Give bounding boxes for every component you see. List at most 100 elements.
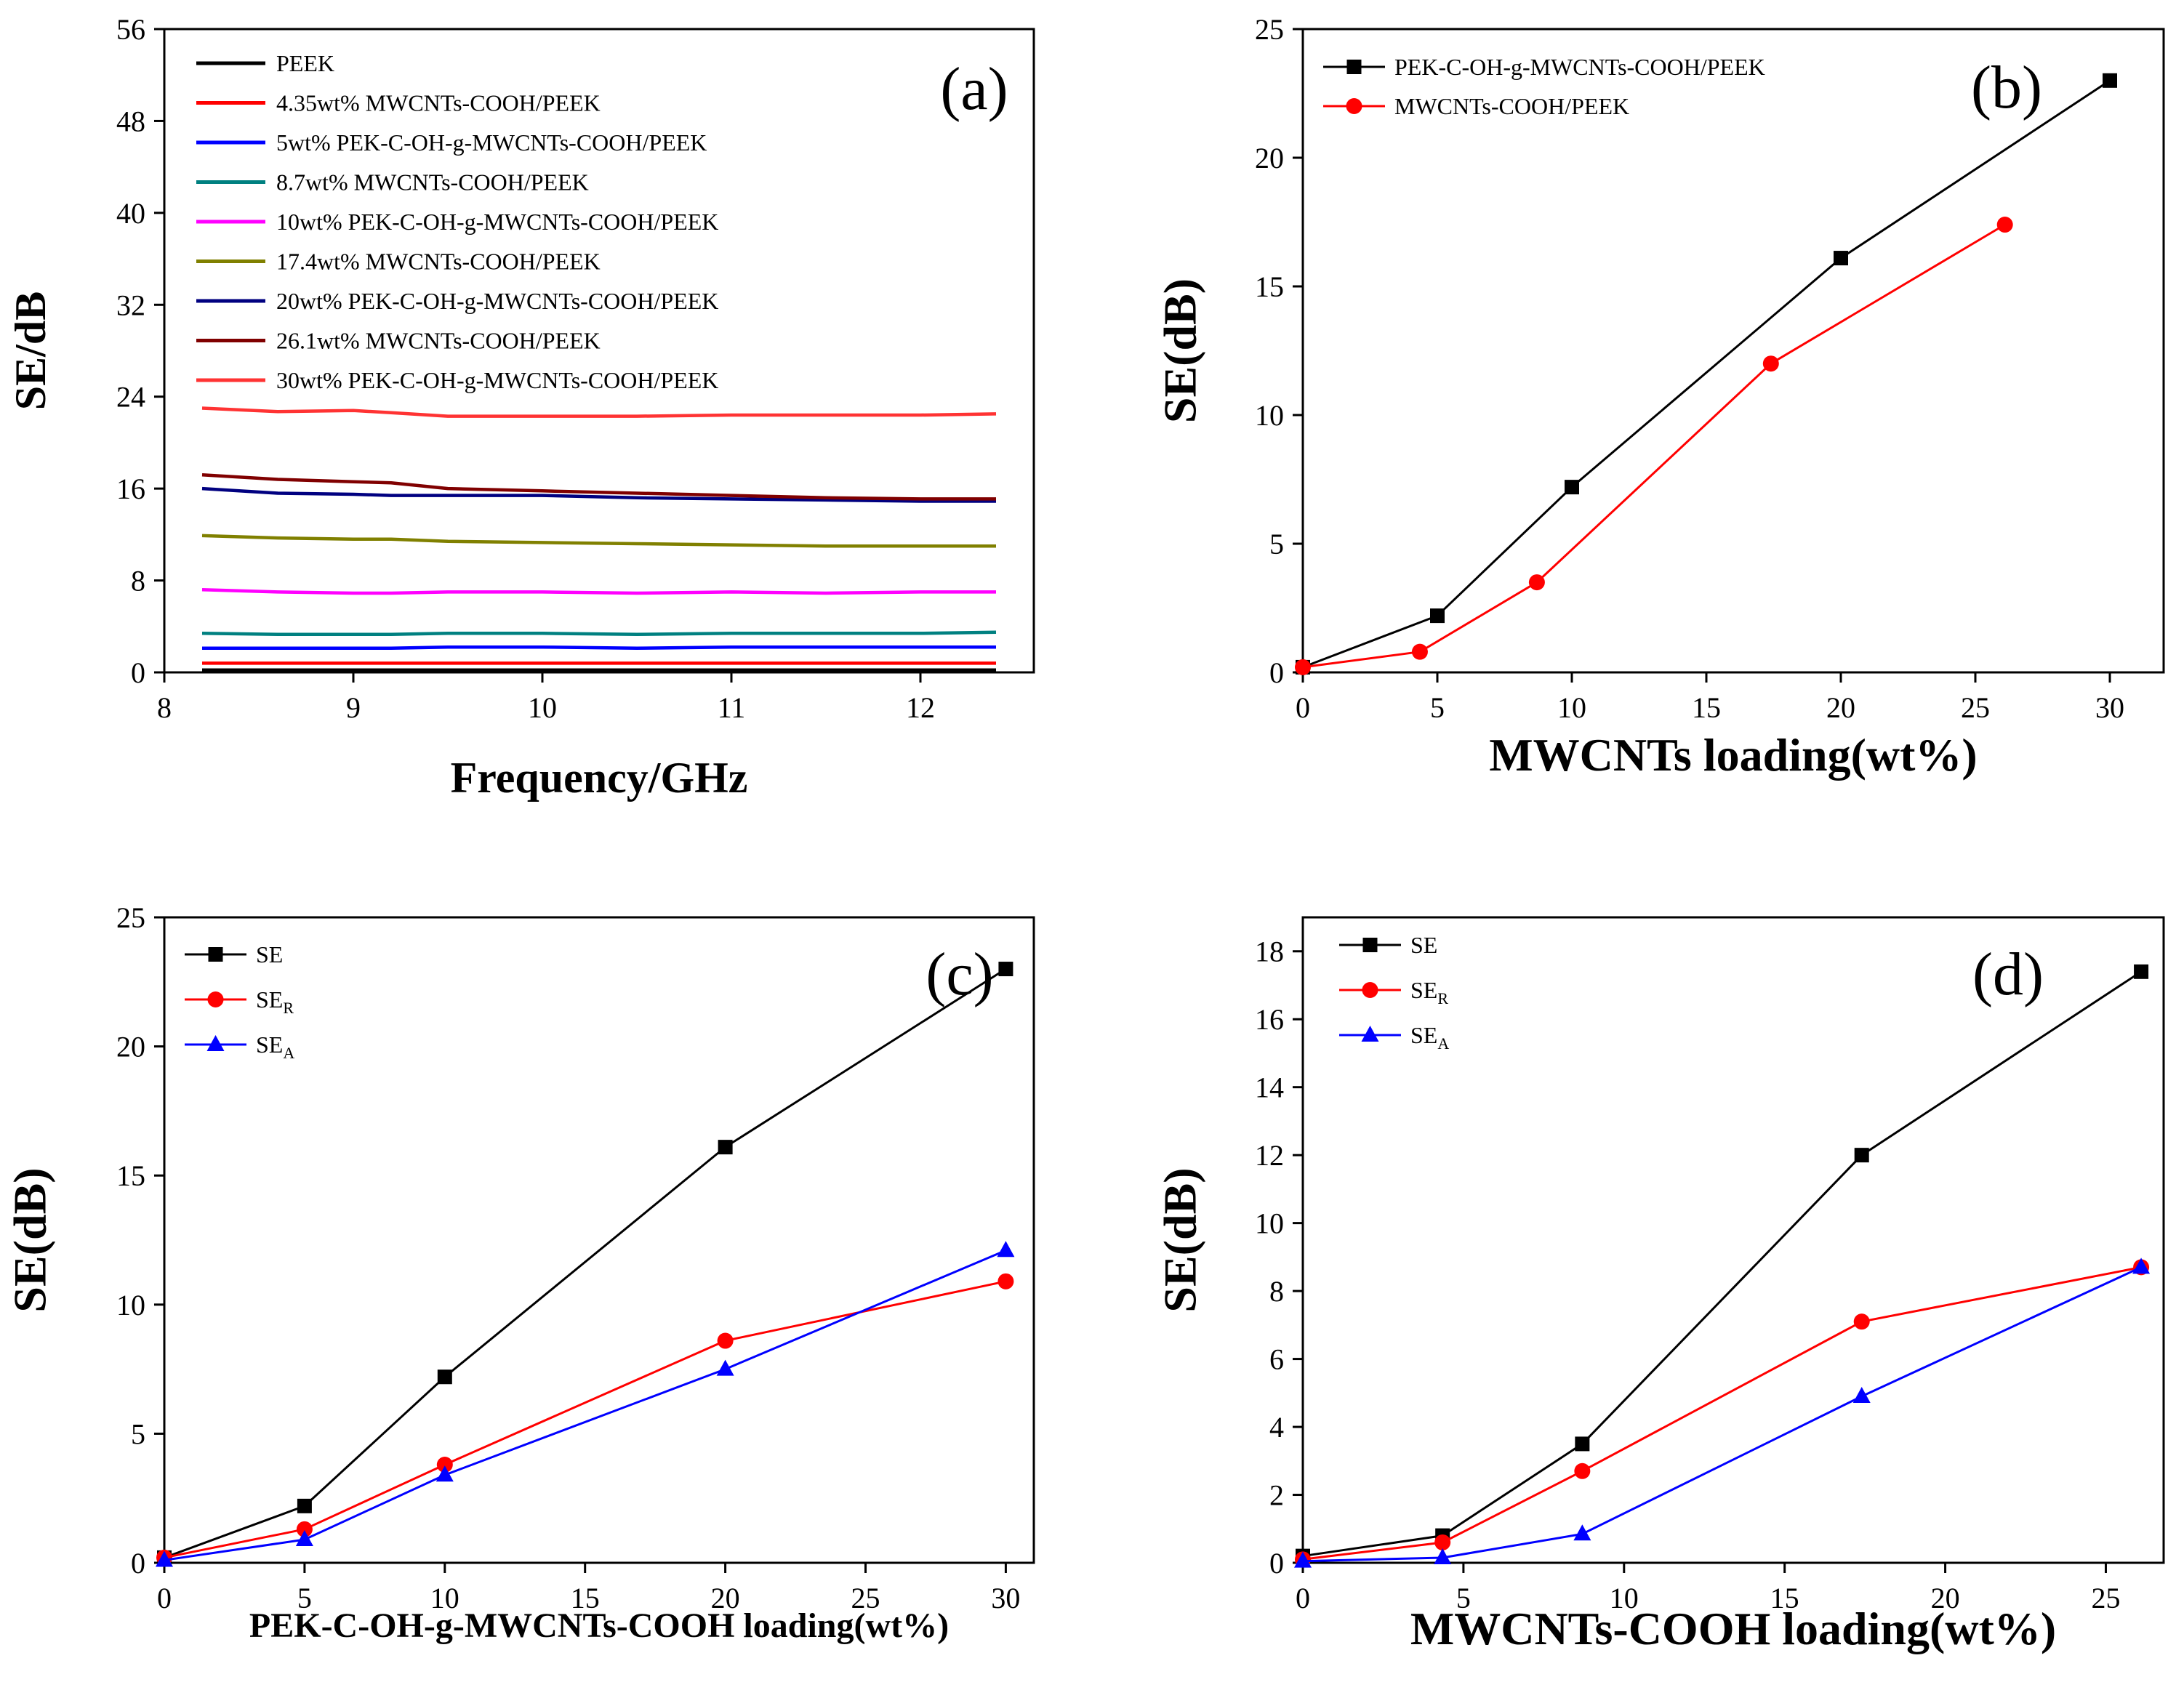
y-tick-label: 56 xyxy=(116,13,145,46)
panel-label: (d) xyxy=(1972,941,2044,1008)
legend-label-text: PEEK xyxy=(276,50,334,76)
legend-label-text: 30wt% PEK-C-OH-g-MWCNTs-COOH/PEEK xyxy=(276,367,718,393)
legend-label: PEK-C-OH-g-MWCNTs-COOH/PEEK xyxy=(1394,54,1765,80)
legend-label: SER xyxy=(256,986,294,1017)
x-tick-label: 10 xyxy=(1557,691,1586,724)
data-point-circle xyxy=(296,1521,313,1537)
x-axis-title: MWCNTs-COOH loading(wt%) xyxy=(1410,1603,2056,1654)
y-axis-title: SE/dB xyxy=(7,291,55,410)
y-axis-title: SE(dB) xyxy=(1155,278,1206,423)
legend-label-text: SE xyxy=(256,1031,283,1058)
y-tick-label: 0 xyxy=(131,1547,145,1580)
data-point-circle xyxy=(1762,355,1779,372)
series-line xyxy=(201,534,996,548)
data-point-triangle xyxy=(295,1530,313,1547)
chart-panel-b: 0 5 10 15 20 25 30 0 5 10 15 20 25 MWCNTs loading(wt%… xyxy=(1155,13,2165,781)
x-tick-label: 30 xyxy=(2095,691,2124,724)
legend-label: 26.1wt% MWCNTs-COOH/PEEK xyxy=(276,328,601,354)
legend-label-text: 8.7wt% MWCNTs-COOH/PEEK xyxy=(276,169,589,196)
series-b-1 xyxy=(1295,217,2013,675)
legend-label: PEEK xyxy=(276,50,334,76)
legend-label-text: 4.35wt% MWCNTs-COOH/PEEK xyxy=(276,90,601,116)
x-tick-label: 25 xyxy=(2091,1582,2120,1614)
data-point-triangle xyxy=(1294,1551,1312,1568)
data-point-triangle xyxy=(1852,1386,1871,1403)
legend-label-text: PEK-C-OH-g-MWCNTs-COOH/PEEK xyxy=(1394,54,1765,80)
legend-label: SEA xyxy=(256,1031,294,1062)
data-point-triangle xyxy=(997,1241,1015,1258)
x-axis-title: MWCNTs loading(wt%) xyxy=(1489,729,1977,781)
y-tick-label: 0 xyxy=(1269,1547,1284,1580)
y-tick-label: 4 xyxy=(1269,1411,1284,1444)
series-line xyxy=(164,1249,1006,1561)
data-point-triangle xyxy=(206,1035,225,1051)
data-point-circle xyxy=(436,1457,453,1473)
data-point-triangle xyxy=(716,1359,734,1376)
y-tick-label: 48 xyxy=(116,105,145,137)
chart-panel-a: 8 9 10 11 1208162432404856Frequency/GHzSE/dB… xyxy=(7,13,1035,802)
y-tick-label: 10 xyxy=(1255,1207,1284,1240)
legend-label-text: SE xyxy=(256,941,283,967)
series-a-8 xyxy=(201,406,997,418)
y-tick-label: 20 xyxy=(1255,142,1284,174)
series-line xyxy=(164,1280,1006,1559)
y-tick-label: 10 xyxy=(1255,399,1284,432)
data-point-triangle xyxy=(156,1550,173,1567)
panel-label: (b) xyxy=(1971,54,2042,121)
legend-label-text: 20wt% PEK-C-OH-g-MWCNTs-COOH/PEEK xyxy=(276,288,718,314)
legend-label: 17.4wt% MWCNTs-COOH/PEEK xyxy=(276,249,601,275)
data-point-circle xyxy=(997,1273,1014,1289)
y-tick-label: 16 xyxy=(116,472,145,505)
x-tick-label: 25 xyxy=(1961,691,1990,724)
y-tick-label: 12 xyxy=(1255,1139,1284,1172)
plot-frame xyxy=(163,916,1035,1564)
legend: SE SER SEA xyxy=(185,941,294,1062)
data-point-circle xyxy=(1996,217,2013,233)
data-point-square xyxy=(437,1369,452,1385)
legend-label-text: 26.1wt% MWCNTs-COOH/PEEK xyxy=(276,328,601,354)
legend-label-subscript: A xyxy=(1437,1034,1449,1053)
data-point-circle xyxy=(1411,643,1428,660)
data-point-circle xyxy=(1346,98,1362,114)
legend-label: 10wt% PEK-C-OH-g-MWCNTs-COOH/PEEK xyxy=(276,209,718,235)
x-tick-label: 30 xyxy=(991,1582,1020,1614)
legend-label-text: MWCNTs-COOH/PEEK xyxy=(1394,93,1629,119)
legend-label-text: SE xyxy=(1410,977,1437,1003)
x-tick-label: 12 xyxy=(906,691,935,724)
series-a-5 xyxy=(201,534,996,548)
legend-label-subscript: R xyxy=(1437,989,1448,1007)
y-tick-label: 10 xyxy=(116,1289,145,1321)
data-point-square xyxy=(998,962,1013,977)
data-point-square xyxy=(1362,938,1378,952)
data-point-square xyxy=(1430,608,1445,624)
y-tick-label: 8 xyxy=(1269,1275,1284,1308)
legend-label-text: 10wt% PEK-C-OH-g-MWCNTs-COOH/PEEK xyxy=(276,209,718,235)
x-tick-label: 0 xyxy=(1296,691,1310,724)
x-tick-label: 15 xyxy=(1692,691,1721,724)
data-point-triangle xyxy=(1361,1026,1379,1042)
y-tick-label: 5 xyxy=(131,1417,145,1450)
plot-frame xyxy=(1301,28,2165,674)
y-axis-title: SE(dB) xyxy=(4,1167,56,1312)
y-tick-label: 24 xyxy=(116,381,145,414)
plot-frame xyxy=(1301,916,2165,1564)
legend-label: SEA xyxy=(1410,1022,1449,1053)
y-tick-label: 32 xyxy=(116,289,145,321)
legend-label: 20wt% PEK-C-OH-g-MWCNTs-COOH/PEEK xyxy=(276,288,718,314)
series-line xyxy=(201,472,996,501)
series-a-4 xyxy=(201,587,996,595)
x-tick-label: 25 xyxy=(851,1582,880,1614)
x-tick-label: 10 xyxy=(1610,1582,1639,1614)
y-tick-label: 18 xyxy=(1255,935,1284,968)
x-tick-label: 0 xyxy=(157,1582,172,1614)
legend-label: SE xyxy=(1410,932,1437,958)
data-point-square xyxy=(1834,251,1848,266)
x-tick-label: 11 xyxy=(718,691,746,724)
data-point-square xyxy=(208,947,223,962)
data-point-circle xyxy=(1574,1462,1591,1479)
series-b-0 xyxy=(1296,73,2117,675)
series-d-0 xyxy=(1296,964,2149,1564)
x-axis-title: PEK-C-OH-g-MWCNTs-COOH loading(wt%) xyxy=(249,1606,949,1645)
legend-label-text: 5wt% PEK-C-OH-g-MWCNTs-COOH/PEEK xyxy=(276,129,707,156)
